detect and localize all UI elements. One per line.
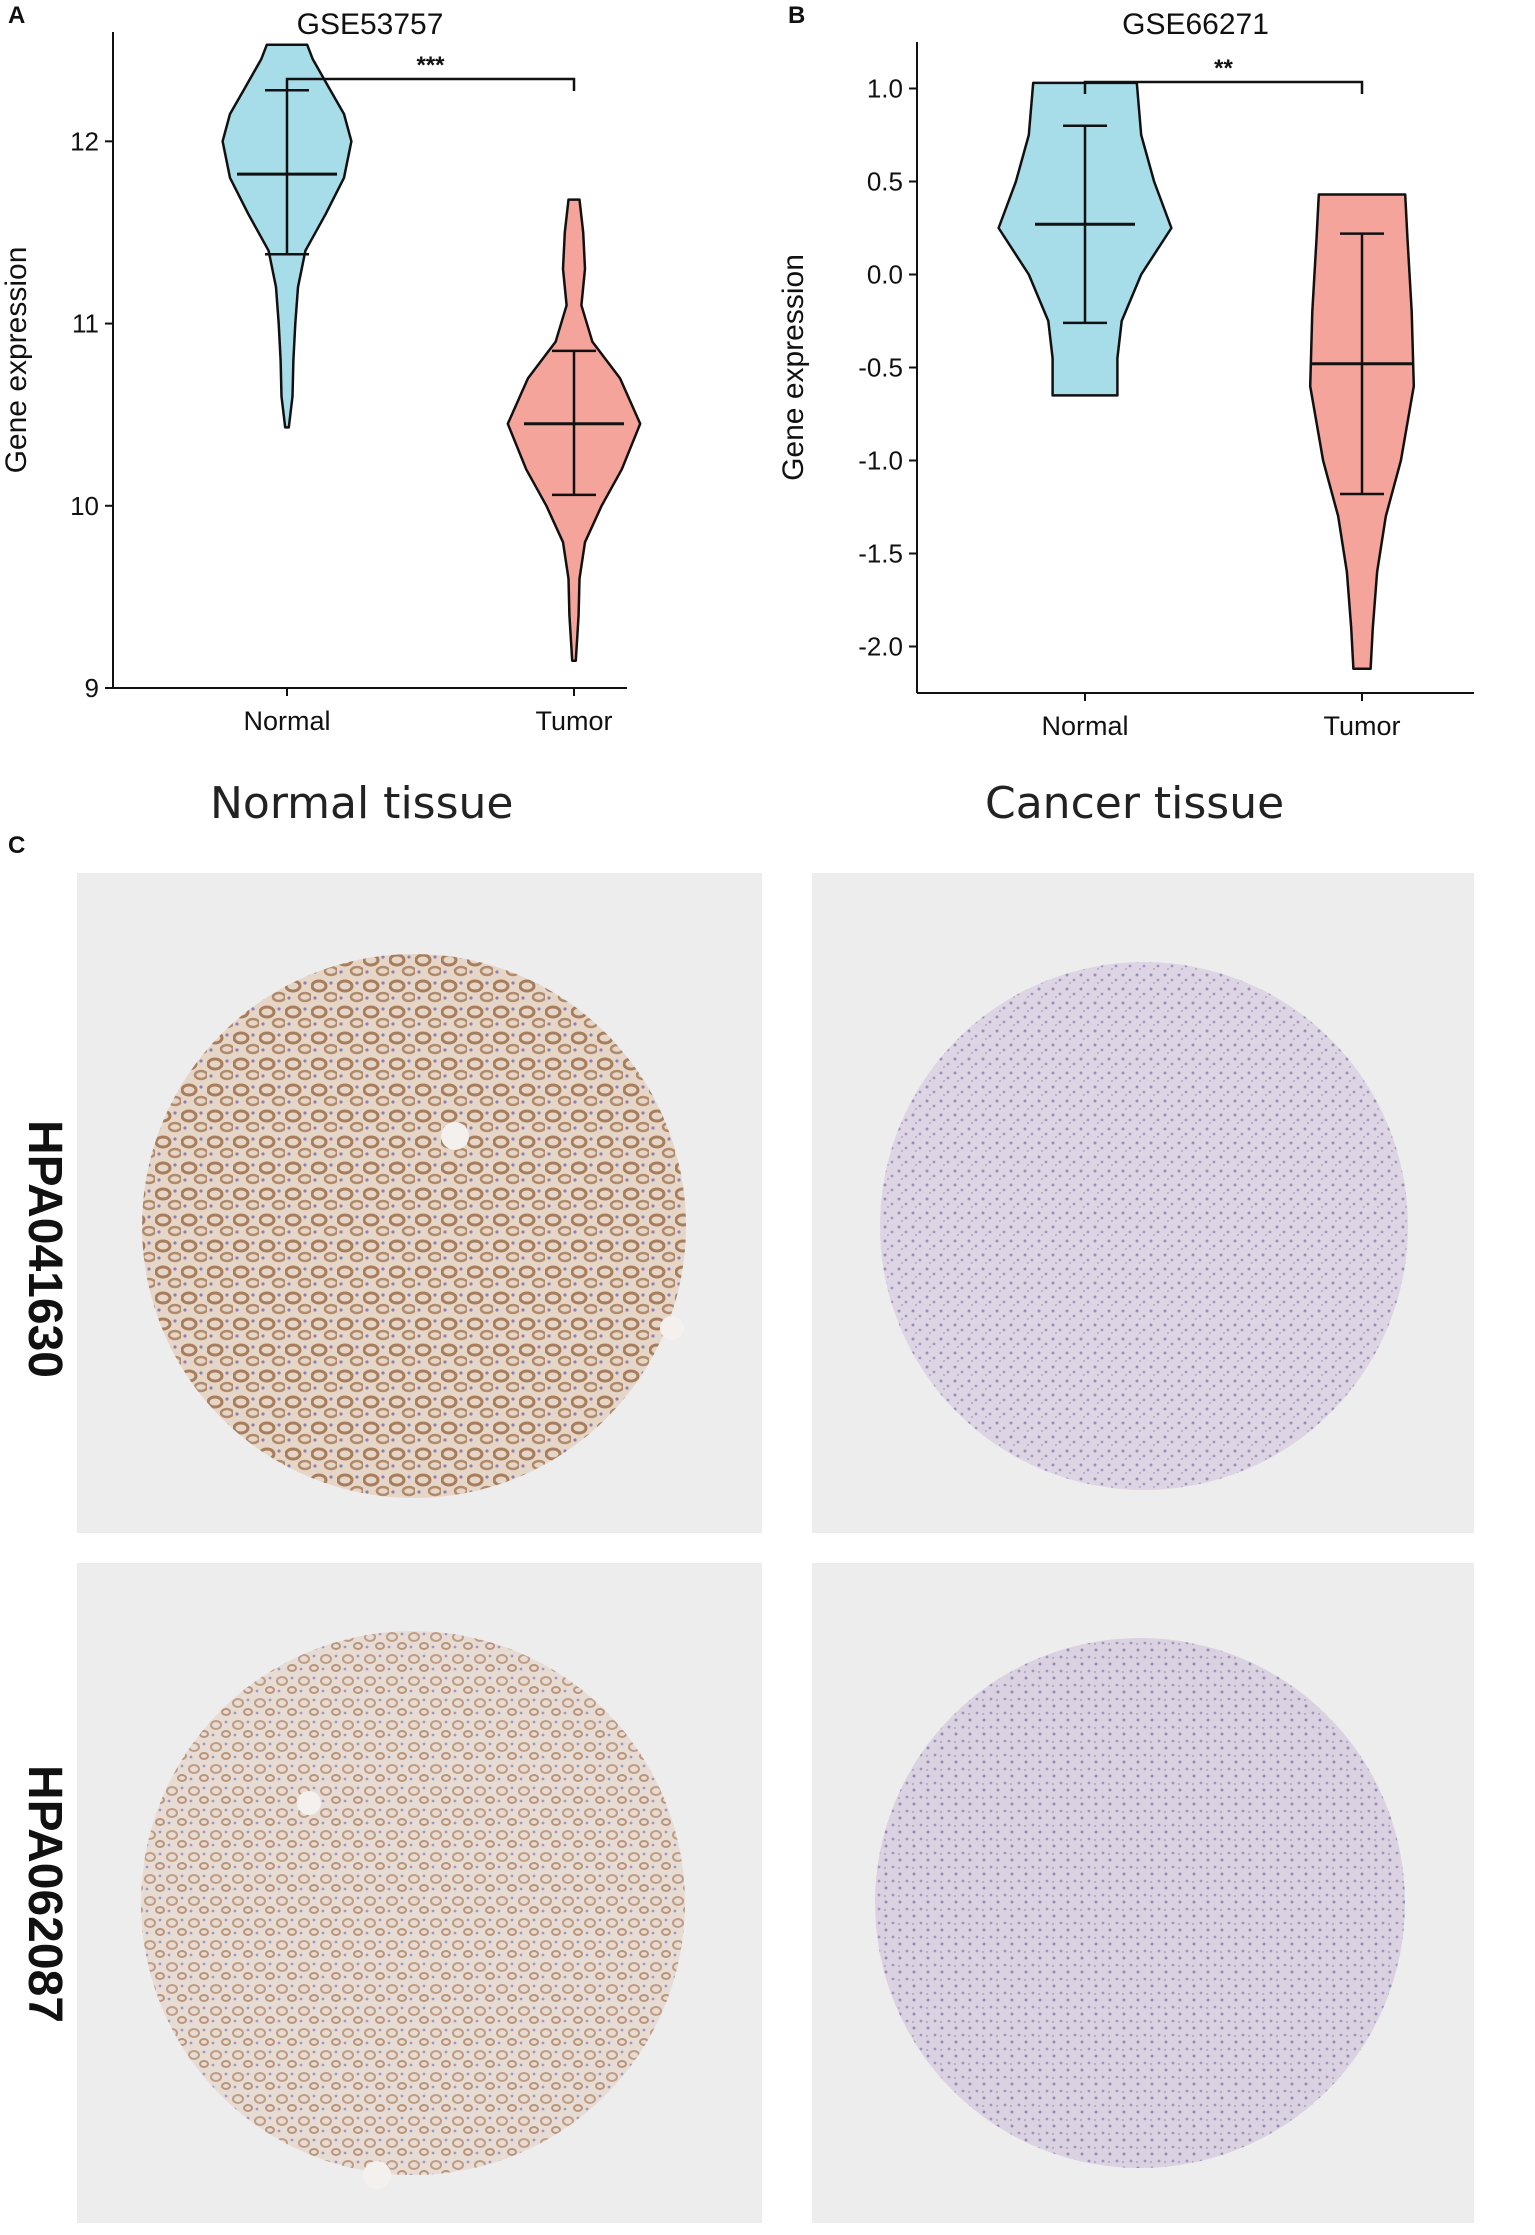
tissue-core-cancer-weak xyxy=(880,962,1408,1490)
ihc-image-hpa041630-cancer xyxy=(812,873,1474,1533)
y-tick-label: 9 xyxy=(85,673,99,703)
y-axis-label: Gene expression xyxy=(0,247,33,474)
significance-stars: ** xyxy=(1214,55,1233,82)
tissue-core-cancer-weak-2 xyxy=(875,1638,1405,2168)
ihc-image-hpa062087-cancer xyxy=(812,1563,1474,2223)
x-tick-label-normal: Normal xyxy=(243,706,330,736)
chart-title: GSE66271 xyxy=(1122,8,1269,41)
ihc-image-hpa062087-normal xyxy=(77,1563,762,2223)
bracket-line xyxy=(1083,80,1364,94)
y-tick-label: -1.5 xyxy=(858,539,903,569)
significance-stars: *** xyxy=(416,52,445,79)
panel-label-c: C xyxy=(8,832,26,859)
ihc-image-hpa041630-normal xyxy=(77,873,762,1533)
x-tick-label-tumor: Tumor xyxy=(535,706,612,736)
tissue-core-normal-strong xyxy=(142,954,686,1498)
antibody-label-hpa062087: HPA062087 xyxy=(18,1765,71,2023)
y-tick-label: 10 xyxy=(70,491,99,521)
tissue-core-normal-moderate xyxy=(141,1631,685,2189)
chart-title: GSE53757 xyxy=(297,8,444,41)
y-tick-label: -0.5 xyxy=(858,353,903,383)
panel-label-b: B xyxy=(788,2,806,29)
y-tick-label: 12 xyxy=(70,126,99,156)
y-tick-label: 0.0 xyxy=(867,260,903,290)
violin-chart-gse53757: GSE53757 Gene expression 9 10 11 12 Normal Tumo… xyxy=(0,8,642,736)
x-tick-label-tumor: Tumor xyxy=(1323,711,1400,741)
bracket-line xyxy=(285,77,576,91)
antibody-label-hpa041630: HPA041630 xyxy=(18,1120,71,1378)
y-tick-label: -2.0 xyxy=(858,632,903,662)
panel-label-a: A xyxy=(8,2,26,29)
significance-bracket xyxy=(1083,80,1364,94)
x-tick-label-normal: Normal xyxy=(1041,711,1128,741)
y-tick-label: 1.0 xyxy=(867,74,903,104)
cancer-tissue-header: Cancer tissue xyxy=(985,778,1285,829)
violin-chart-gse66271: GSE66271 Gene expression -2.0 -1.5 -1.0 -0.5 0… xyxy=(777,8,1474,741)
y-axis-label: Gene expression xyxy=(777,254,810,481)
y-tick-label: 11 xyxy=(72,309,99,339)
y-tick-label: -1.0 xyxy=(858,446,903,476)
y-tick-label: 0.5 xyxy=(867,167,903,197)
normal-tissue-header: Normal tissue xyxy=(210,778,514,829)
significance-bracket xyxy=(285,77,576,91)
